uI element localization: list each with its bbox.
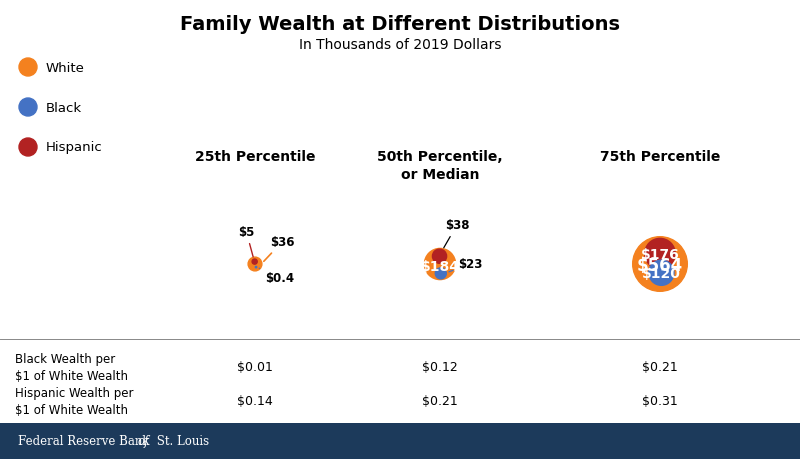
Circle shape bbox=[19, 59, 37, 77]
Text: $36: $36 bbox=[264, 236, 294, 262]
Text: $564: $564 bbox=[637, 257, 683, 275]
Text: $0.14: $0.14 bbox=[237, 395, 273, 408]
Text: Family Wealth at Different Distributions: Family Wealth at Different Distributions bbox=[180, 15, 620, 34]
Text: Federal Reserve Bank: Federal Reserve Bank bbox=[18, 435, 154, 448]
Text: 50th Percentile,
or Median: 50th Percentile, or Median bbox=[377, 150, 503, 182]
Text: St. Louis: St. Louis bbox=[153, 435, 209, 448]
Text: $0.01: $0.01 bbox=[237, 361, 273, 374]
FancyBboxPatch shape bbox=[0, 423, 800, 459]
Circle shape bbox=[435, 268, 446, 279]
Circle shape bbox=[633, 237, 687, 291]
Text: Black: Black bbox=[46, 101, 82, 114]
Text: $0.4: $0.4 bbox=[259, 269, 294, 285]
Circle shape bbox=[248, 257, 262, 271]
Circle shape bbox=[19, 99, 37, 117]
Text: $176: $176 bbox=[641, 247, 679, 261]
Circle shape bbox=[425, 249, 455, 280]
Text: $0.21: $0.21 bbox=[642, 361, 678, 374]
Text: White: White bbox=[46, 62, 85, 74]
Text: of: of bbox=[138, 435, 150, 448]
Text: $38: $38 bbox=[444, 219, 469, 248]
Text: $0.21: $0.21 bbox=[422, 395, 458, 408]
Text: $120: $120 bbox=[642, 266, 681, 280]
Circle shape bbox=[649, 261, 674, 285]
Text: 25th Percentile: 25th Percentile bbox=[194, 150, 315, 164]
Text: In Thousands of 2019 Dollars: In Thousands of 2019 Dollars bbox=[298, 38, 502, 52]
Text: $0.31: $0.31 bbox=[642, 395, 678, 408]
Text: Hispanic: Hispanic bbox=[46, 141, 102, 154]
Circle shape bbox=[19, 139, 37, 157]
Text: $5: $5 bbox=[238, 226, 254, 257]
Text: Hispanic Wealth per
$1 of White Wealth: Hispanic Wealth per $1 of White Wealth bbox=[15, 386, 134, 416]
Circle shape bbox=[645, 239, 675, 269]
Circle shape bbox=[255, 267, 257, 268]
Text: $0.12: $0.12 bbox=[422, 361, 458, 374]
Text: $184: $184 bbox=[421, 259, 459, 273]
Circle shape bbox=[252, 259, 258, 264]
Circle shape bbox=[433, 250, 446, 264]
Text: Black Wealth per
$1 of White Wealth: Black Wealth per $1 of White Wealth bbox=[15, 352, 128, 382]
Text: 75th Percentile: 75th Percentile bbox=[600, 150, 720, 164]
Text: $23: $23 bbox=[449, 258, 482, 272]
